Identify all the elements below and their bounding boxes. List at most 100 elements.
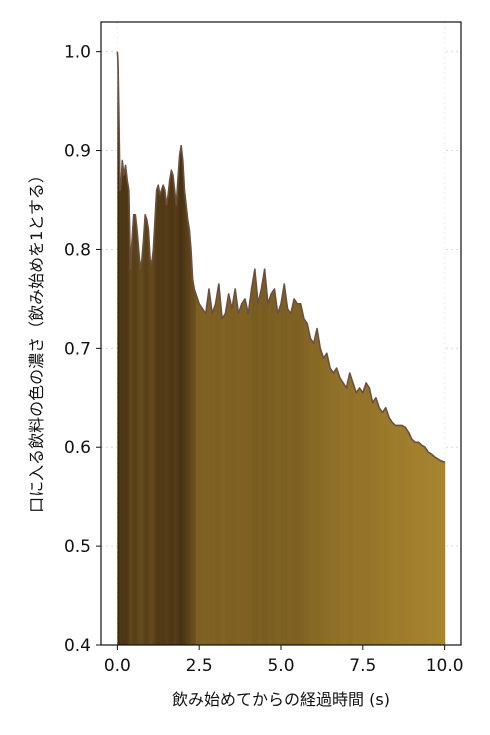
- color-bar: [156, 185, 159, 645]
- color-bar: [313, 328, 318, 645]
- color-bar: [307, 323, 312, 645]
- color-bar: [284, 284, 289, 645]
- color-bar: [222, 313, 226, 645]
- color-bar: [218, 284, 223, 645]
- color-bar: [264, 269, 269, 645]
- color-bar: [261, 269, 266, 645]
- color-bar: [294, 298, 298, 645]
- color-bar: [138, 249, 141, 645]
- color-bar: [438, 459, 442, 645]
- color-bar: [267, 293, 272, 645]
- color-bar: [212, 303, 217, 645]
- color-bar: [353, 382, 357, 645]
- color-bar: [173, 175, 176, 645]
- color-bar: [317, 328, 321, 645]
- color-bar: [271, 289, 276, 645]
- y-tick-label: 0.5: [64, 537, 91, 557]
- color-bar: [415, 442, 420, 645]
- color-bar: [281, 284, 285, 645]
- color-bar: [333, 368, 338, 645]
- color-bar: [184, 190, 187, 645]
- x-tick-label: 2.5: [186, 656, 213, 676]
- color-bar: [339, 378, 344, 645]
- color-bar: [379, 407, 384, 645]
- color-fill-bars: [117, 22, 446, 645]
- color-bar: [408, 432, 413, 645]
- axis-ticks: 0.0 2.5 5.0 7.5 10.0 0.4 0.5 0.6 0.7 0.8 0.9 1.0: [64, 43, 464, 676]
- color-bar: [395, 425, 400, 645]
- color-bar: [199, 303, 204, 645]
- color-bar: [130, 239, 133, 645]
- color-bar: [181, 145, 184, 645]
- color-bar: [171, 170, 174, 645]
- y-tick-label: 0.7: [64, 339, 91, 359]
- color-bar: [248, 289, 253, 645]
- color-bar: [346, 373, 351, 645]
- x-tick-label: 7.5: [349, 656, 376, 676]
- color-bar: [153, 219, 156, 645]
- y-tick-label: 1.0: [64, 43, 91, 63]
- color-bar: [235, 289, 240, 645]
- color-bar: [186, 204, 189, 645]
- color-bar: [231, 289, 236, 645]
- color-bar: [434, 457, 439, 645]
- color-bar: [411, 439, 416, 645]
- color-bar: [151, 249, 154, 645]
- color-bar: [141, 239, 145, 645]
- color-bar: [326, 353, 331, 645]
- color-bar: [372, 397, 377, 645]
- color-bar: [122, 160, 125, 645]
- color-bar: [385, 407, 390, 645]
- color-bar: [356, 387, 361, 645]
- color-bar: [290, 298, 295, 645]
- color-bar: [179, 145, 182, 645]
- color-bar: [155, 190, 158, 645]
- color-bar: [177, 155, 181, 645]
- color-bar: [133, 214, 136, 645]
- color-bar: [205, 289, 210, 645]
- color-bar: [163, 185, 166, 645]
- color-bar: [121, 160, 123, 645]
- x-tick-label: 10.0: [426, 656, 464, 676]
- color-bar: [158, 185, 161, 645]
- color-bar: [225, 293, 230, 645]
- color-bar: [418, 442, 423, 645]
- color-bar: [187, 219, 190, 645]
- color-bar: [369, 387, 374, 645]
- color-bar: [320, 348, 325, 645]
- color-bar: [245, 298, 249, 645]
- x-tick-label: 0.0: [104, 656, 131, 676]
- color-bar: [128, 190, 132, 645]
- color-bar: [202, 308, 207, 645]
- color-bar: [303, 318, 308, 645]
- color-bar: [150, 259, 153, 645]
- color-bar: [402, 425, 406, 645]
- color-bar: [258, 289, 262, 645]
- color-bar: [277, 303, 282, 645]
- y-tick-label: 0.4: [64, 636, 91, 656]
- color-bar: [209, 289, 213, 645]
- color-bar: [392, 422, 397, 645]
- color-bar: [176, 180, 179, 645]
- color-bar: [238, 303, 243, 645]
- color-bar: [195, 293, 200, 645]
- color-bar: [119, 180, 122, 645]
- x-tick-label: 5.0: [267, 656, 294, 676]
- y-axis-label: 口に入る飲料の色の濃さ（飲み始めを1とする）: [27, 167, 46, 513]
- color-bar: [117, 51, 119, 645]
- y-tick-label: 0.6: [64, 438, 91, 458]
- color-bar: [145, 214, 148, 645]
- color-bar: [215, 284, 220, 645]
- color-bar: [123, 165, 127, 645]
- color-bar: [425, 447, 429, 645]
- color-bar: [431, 454, 436, 645]
- color-bar: [359, 387, 364, 645]
- color-bar: [182, 160, 186, 645]
- color-bar: [146, 219, 150, 645]
- color-bar: [428, 452, 433, 645]
- color-bar: [366, 382, 370, 645]
- color-bar: [127, 180, 130, 645]
- color-bar: [330, 368, 334, 645]
- color-bar: [323, 353, 328, 645]
